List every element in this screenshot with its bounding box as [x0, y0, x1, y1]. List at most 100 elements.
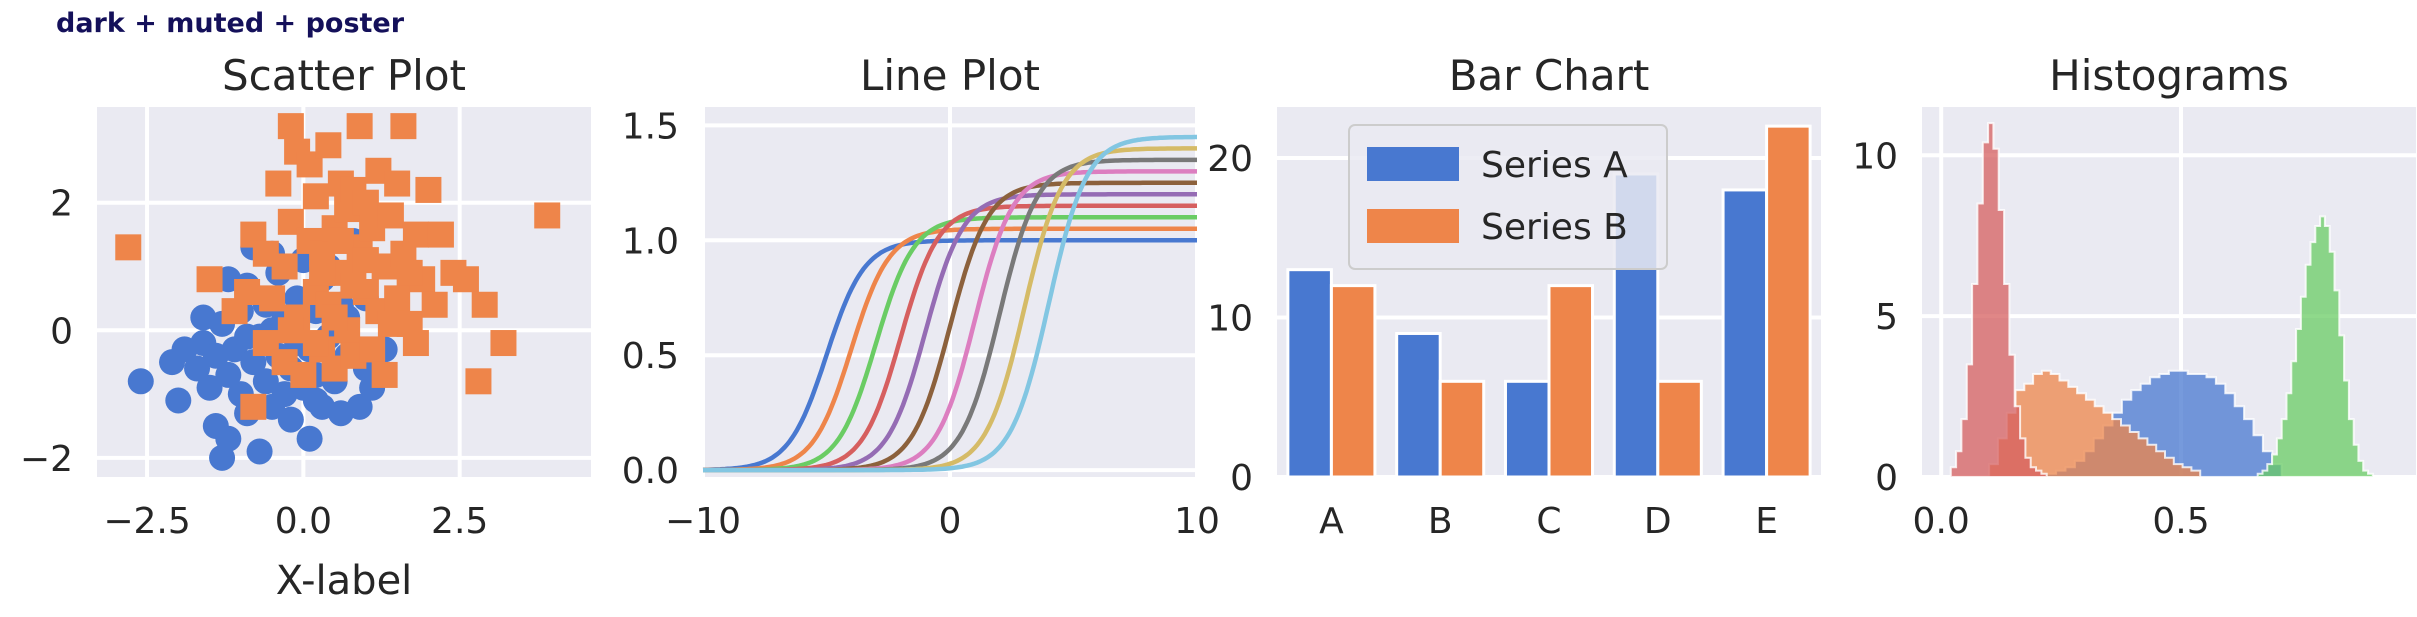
legend-swatch [1367, 209, 1459, 243]
scatter-point [346, 113, 373, 140]
bar [1656, 379, 1703, 479]
scatter-point [302, 183, 329, 210]
y-tick-label: 5 [1875, 297, 1898, 338]
scatter-point [377, 202, 404, 229]
bar [1286, 268, 1333, 479]
scatter-point [427, 221, 454, 248]
scatter-point [327, 227, 354, 254]
scatter-point [359, 336, 386, 363]
scatter-point [309, 259, 336, 286]
x-axis-label: X-label [276, 558, 413, 604]
scatter-point [534, 202, 561, 229]
chart-title: Histograms [2049, 51, 2289, 100]
scatter-point [302, 387, 329, 414]
y-tick-label: 0 [1230, 458, 1253, 499]
scatter-point [271, 253, 298, 280]
legend-swatch [1367, 147, 1459, 181]
x-tick-label: 10 [1174, 501, 1220, 542]
y-tick-label: 10 [1207, 299, 1253, 340]
scatter-point [127, 368, 154, 395]
scatter-point [240, 393, 267, 420]
x-tick-label: −10 [665, 501, 741, 542]
scatter-point [302, 330, 329, 357]
scatter-point [234, 279, 261, 305]
series-line [703, 226, 1197, 473]
bar [1438, 379, 1486, 479]
series-line [703, 134, 1197, 473]
x-tick-label: 0.5 [2152, 501, 2209, 542]
y-tick-label: −2 [20, 439, 73, 480]
scatter-point [165, 387, 192, 414]
bar-chart: 0 10 20 Bar Chart A B C D E Series A Series B [1207, 51, 1821, 542]
scatter-chart: −2.5 0.0 2.5 −2 0 2 Scatter Plot X-label [20, 51, 591, 604]
histogram-chart: 0.0 0.5 0 5 10 Histograms [1852, 51, 2416, 542]
bar [1503, 379, 1551, 479]
legend-entry: Series A [1481, 145, 1628, 186]
chart-title: Line Plot [860, 51, 1040, 100]
scatter-point [184, 355, 211, 382]
scatter-point [277, 406, 304, 433]
scatter-marks [115, 113, 561, 471]
scatter-point [390, 113, 417, 140]
histogram-bars [1949, 122, 2048, 478]
scatter-point [352, 189, 379, 216]
scatter-point [115, 234, 142, 261]
scatter-point [265, 170, 292, 197]
scatter-point [259, 285, 286, 312]
figure-title: dark + muted + poster [56, 8, 405, 39]
line-chart: −10 0 10 0.0 0.5 1.0 1.5 Line Plot [622, 51, 1220, 542]
scatter-point [196, 374, 223, 401]
chart-title: Scatter Plot [222, 51, 466, 100]
scatter-point [246, 438, 273, 465]
scatter-point [396, 259, 423, 286]
series-line [702, 238, 1197, 473]
scatter-point [465, 368, 492, 395]
y-tick-label: 0.0 [622, 451, 679, 492]
histogram-bars [1988, 369, 2202, 478]
y-tick-label: 0 [1875, 458, 1898, 499]
scatter-point [340, 272, 367, 299]
histogram-bars [2256, 215, 2374, 478]
y-tick-label: 2 [50, 184, 73, 225]
scatter-point [290, 361, 317, 388]
scatter-point [402, 221, 429, 248]
y-tick-label: 1.5 [622, 106, 679, 147]
scatter-point [471, 291, 498, 318]
bar [1395, 331, 1442, 479]
scatter-point [277, 113, 304, 140]
x-tick-label: A [1319, 501, 1344, 542]
bar [1765, 124, 1812, 479]
scatter-point [402, 330, 429, 357]
y-tick-label: 20 [1207, 139, 1253, 180]
scatter-point [490, 330, 517, 357]
x-tick-label: B [1428, 501, 1453, 542]
bar [1721, 188, 1769, 479]
x-tick-label: 0.0 [275, 501, 332, 542]
y-tick-label: 10 [1852, 136, 1898, 177]
y-tick-label: 0.5 [622, 336, 679, 377]
scatter-point [384, 170, 411, 197]
x-tick-label: E [1755, 501, 1778, 542]
scatter-point [384, 285, 411, 312]
scatter-point [346, 393, 373, 420]
x-tick-label: D [1644, 501, 1672, 542]
scatter-point [415, 176, 442, 203]
x-tick-label: −2.5 [103, 501, 190, 542]
bar [1547, 284, 1595, 479]
scatter-point [377, 310, 404, 337]
scatter-point [296, 425, 323, 452]
x-tick-label: 0.0 [1913, 501, 1970, 542]
scatter-point [215, 425, 242, 452]
x-tick-label: 2.5 [431, 501, 488, 542]
y-tick-label: 1.0 [622, 221, 679, 262]
x-tick-label: 0 [939, 501, 962, 542]
scatter-point [421, 291, 448, 318]
scatter-point [277, 317, 304, 344]
scatter-point [315, 132, 342, 159]
scatter-point [190, 304, 217, 331]
bar [1329, 284, 1377, 479]
scatter-point [452, 266, 479, 293]
legend-entry: Series B [1481, 207, 1628, 248]
scatter-point [352, 247, 379, 274]
